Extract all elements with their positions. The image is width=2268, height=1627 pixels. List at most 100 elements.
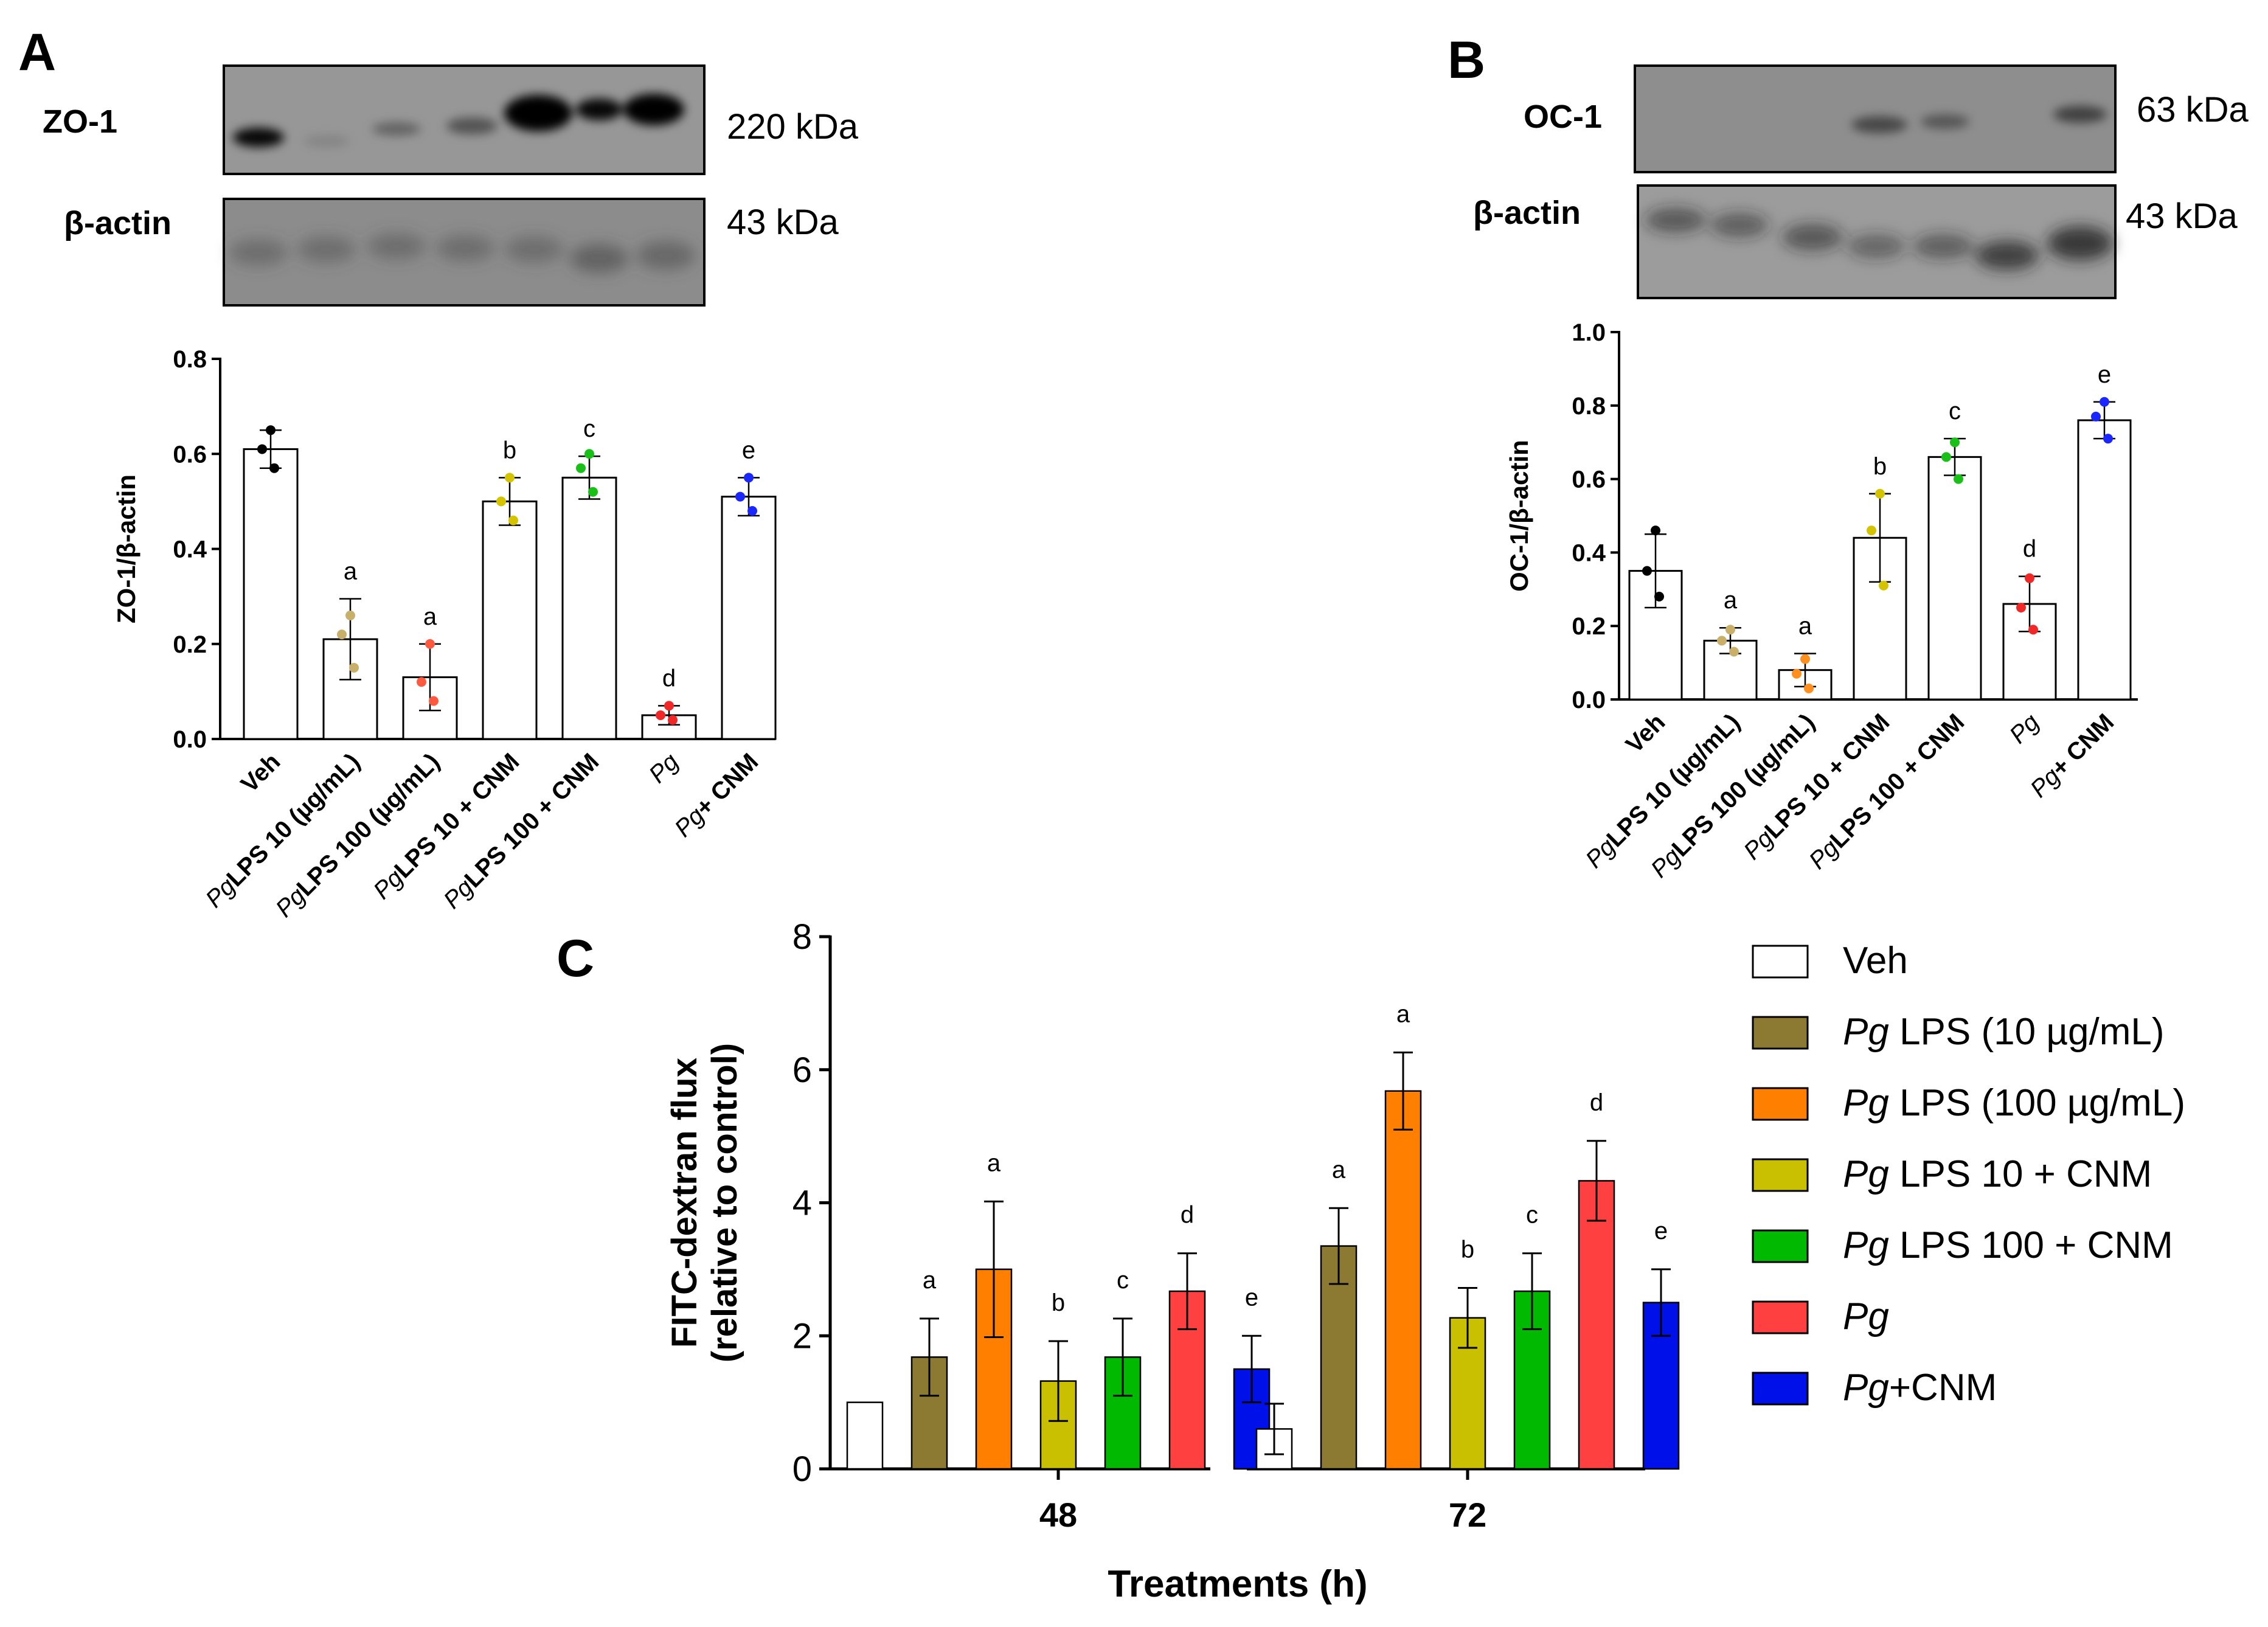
oc1-x-tick-label: Pg bbox=[2005, 709, 2045, 749]
zo1-data-point bbox=[266, 425, 276, 435]
oc1-band-7 bbox=[2053, 106, 2107, 123]
fitc-x-tick-label: 72 bbox=[1449, 1496, 1486, 1534]
oc1-data-point bbox=[1941, 452, 1951, 462]
zo1-x-tick-label: Veh bbox=[236, 748, 285, 797]
fitc-bar bbox=[1384, 1090, 1422, 1470]
fitc-sig-letter: c bbox=[1117, 1267, 1129, 1294]
zo1-bar bbox=[561, 476, 617, 740]
oc1-sig-letter: a bbox=[1798, 613, 1812, 640]
legend-label: Pg LPS 100 + CNM bbox=[1843, 1224, 2173, 1266]
zo1-kda-label: 220 kDa bbox=[727, 107, 859, 147]
legend-swatch bbox=[1752, 1229, 1809, 1263]
fitc-x-axis-label: Treatments (h) bbox=[1108, 1563, 1367, 1605]
oc1-sig-letter: a bbox=[1724, 587, 1738, 614]
zo1-blot-label: ZO-1 bbox=[43, 103, 117, 140]
zo1-bar bbox=[482, 500, 538, 740]
fitc-y-tick-label: 8 bbox=[792, 917, 812, 957]
actin-b-band-1 bbox=[1645, 208, 1706, 232]
zo1-sig-letter: d bbox=[662, 665, 676, 692]
zo1-data-point bbox=[257, 444, 267, 454]
zo1-sig-letter: a bbox=[423, 603, 437, 630]
zo1-band-4 bbox=[446, 117, 498, 134]
panel-a-letter: A bbox=[18, 23, 56, 82]
zo1-data-point bbox=[735, 491, 745, 502]
oc1-y-axis-label: OC-1/β-actin bbox=[1505, 440, 1533, 592]
legend-label: Pg LPS (100 µg/mL) bbox=[1843, 1082, 2185, 1124]
oc1-band-5 bbox=[1921, 114, 1969, 129]
actin-a-band-4 bbox=[436, 235, 494, 262]
actin-b-band-3 bbox=[1782, 224, 1843, 251]
oc1-data-point bbox=[2028, 625, 2038, 635]
zo1-data-point bbox=[425, 639, 435, 649]
fitc-sig-letter: b bbox=[1461, 1237, 1474, 1263]
legend-swatch bbox=[1752, 1372, 1809, 1406]
zo1-y-axis-label: ZO-1/β-actin bbox=[112, 474, 140, 623]
zo1-bar bbox=[641, 714, 697, 740]
fitc-sig-letter: c bbox=[1526, 1202, 1538, 1229]
zo1-band-5 bbox=[504, 95, 572, 131]
zo1-y-tick-label: 0.0 bbox=[173, 726, 207, 753]
actin-a-band-3 bbox=[367, 233, 426, 260]
actin-a-kda-label: 43 kDa bbox=[727, 203, 839, 242]
fitc-sig-letter: e bbox=[1245, 1284, 1258, 1311]
fitc-y-axis-label: FITC-dextran flux bbox=[665, 1058, 704, 1348]
zo1-x-tick-label: PgLPS 10 (µg/mL) bbox=[201, 748, 366, 913]
oc1-sig-letter: b bbox=[1873, 453, 1887, 480]
oc1-blot bbox=[1634, 64, 2117, 173]
fitc-y-tick-label: 0 bbox=[792, 1449, 812, 1489]
oc1-data-point bbox=[2025, 573, 2034, 583]
legend-swatch bbox=[1752, 945, 1809, 979]
oc1-sig-letter: e bbox=[2098, 361, 2111, 388]
zo1-data-point bbox=[337, 630, 347, 640]
fitc-sig-letter: d bbox=[1590, 1089, 1603, 1116]
zo1-bar bbox=[721, 496, 777, 740]
fitc-bar bbox=[1449, 1317, 1486, 1470]
fitc-sig-letter: a bbox=[1332, 1156, 1346, 1183]
fitc-bar bbox=[846, 1401, 884, 1470]
zo1-y-tick-label: 0.4 bbox=[173, 536, 207, 563]
fitc-sig-letter: b bbox=[1052, 1289, 1065, 1316]
oc1-band-4 bbox=[1851, 116, 1907, 133]
zo1-band-3 bbox=[372, 122, 421, 136]
oc1-y-tick-label: 0.0 bbox=[1572, 687, 1606, 713]
legend-label: Pg LPS (10 µg/mL) bbox=[1843, 1011, 2165, 1053]
legend-swatch bbox=[1752, 1300, 1809, 1334]
fitc-sig-letter: a bbox=[923, 1267, 937, 1294]
zo1-data-point bbox=[508, 515, 518, 526]
zo1-bar bbox=[243, 448, 299, 740]
actin-b-band-5 bbox=[1913, 234, 1974, 258]
zo1-x-tick-label: Pg bbox=[644, 748, 684, 788]
legend-swatch bbox=[1752, 1016, 1809, 1050]
oc1-data-point bbox=[2100, 397, 2109, 407]
oc1-x-tick-label: PgLPS 10 + CNM bbox=[1739, 709, 1895, 865]
fitc-sig-letter: d bbox=[1181, 1202, 1194, 1229]
fitc-sig-letter: e bbox=[1654, 1218, 1668, 1244]
legend-label: Pg+CNM bbox=[1843, 1367, 1997, 1409]
zo1-data-point bbox=[664, 701, 674, 711]
oc1-data-point bbox=[1875, 488, 1885, 499]
zo1-data-point bbox=[668, 715, 678, 725]
fitc-bar-chart: 0 2 4 6 8 FITC-dextran flux (relative to contr… bbox=[665, 917, 1680, 1605]
zo1-y-tick-label: 0.2 bbox=[173, 631, 207, 658]
fitc-legend: Veh Pg LPS (10 µg/mL) Pg LPS (100 µg/mL) Pg… bbox=[1752, 940, 2185, 1409]
actin-a-band-1 bbox=[229, 239, 288, 266]
actin-a-band-2 bbox=[297, 236, 356, 263]
actin-a-blot bbox=[223, 198, 706, 307]
oc1-y-tick-label: 0.6 bbox=[1572, 467, 1606, 493]
oc1-data-point bbox=[1717, 636, 1727, 646]
zo1-data-point bbox=[349, 662, 359, 673]
fitc-y-tick-label: 2 bbox=[792, 1316, 812, 1356]
zo1-data-point bbox=[429, 696, 439, 706]
actin-b-band-4 bbox=[1847, 234, 1906, 258]
oc1-y-tick-label: 1.0 bbox=[1572, 319, 1606, 346]
fitc-y-axis-label: (relative to control) bbox=[705, 1043, 744, 1362]
oc1-data-point bbox=[1950, 437, 1960, 448]
oc1-bar bbox=[1927, 456, 1982, 701]
zo1-sig-letter: c bbox=[583, 415, 595, 442]
zo1-band-2 bbox=[303, 135, 350, 147]
oc1-y-tick-label: 0.2 bbox=[1572, 613, 1606, 640]
zo1-y-tick-label: 0.6 bbox=[173, 441, 207, 468]
zo1-sig-letter: b bbox=[503, 437, 516, 463]
fitc-bar bbox=[1578, 1180, 1615, 1470]
